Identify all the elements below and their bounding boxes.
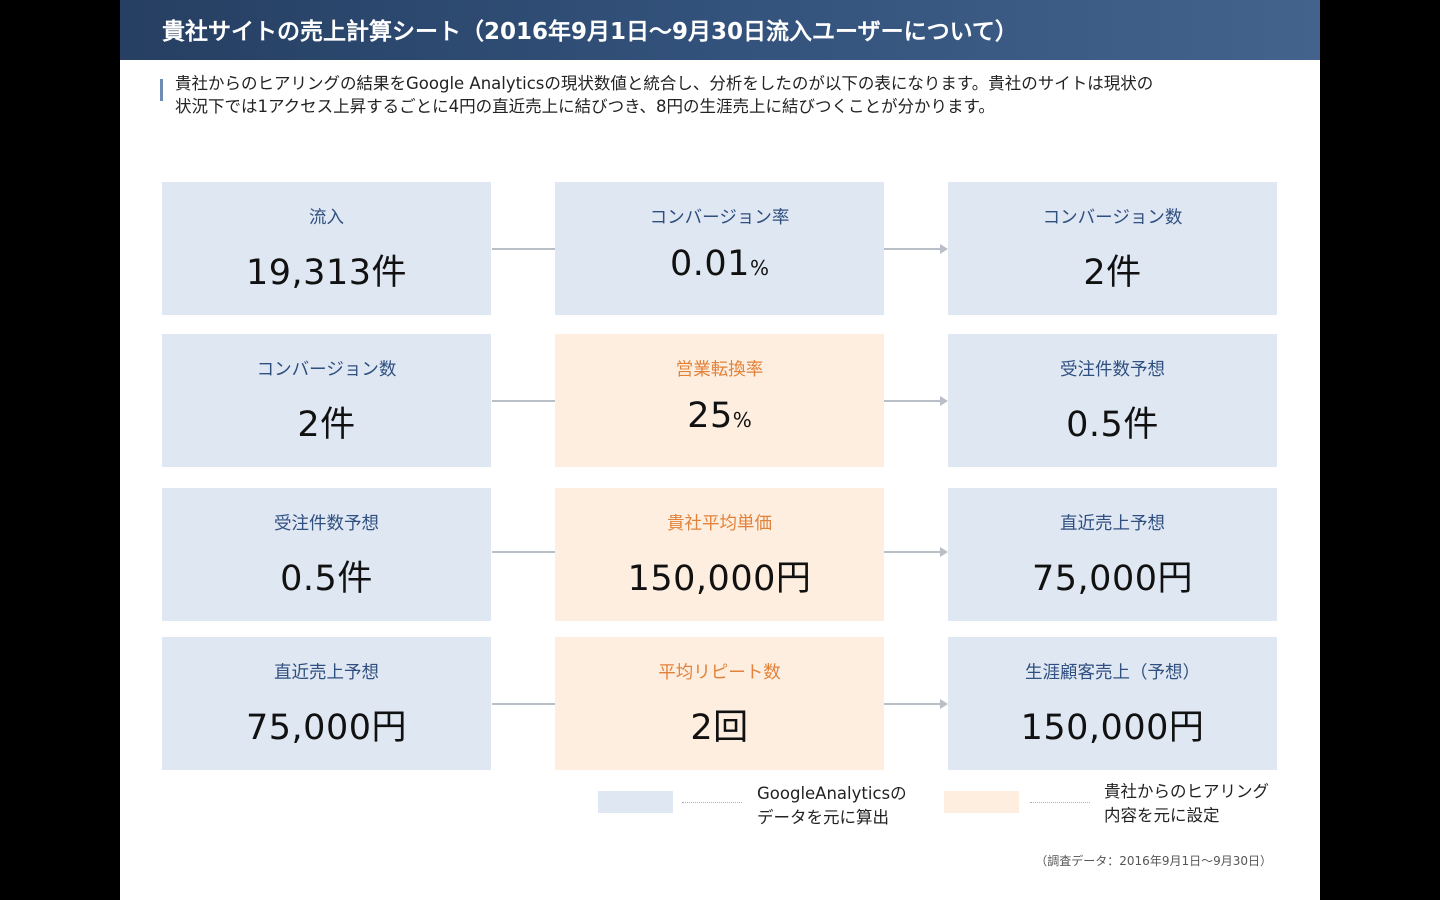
card-order-forecast: 受注件数予想 0.5件 — [162, 488, 491, 621]
connector-line — [884, 400, 940, 402]
card-inflow: 流入 19,313件 — [162, 182, 491, 315]
card-label: 受注件数予想 — [1060, 360, 1165, 380]
card-value: 0.5件 — [280, 559, 373, 599]
card-near-term-sales: 直近売上予想 75,000円 — [162, 637, 491, 770]
card-value: 75,000円 — [246, 708, 407, 748]
card-value: 0.01% — [670, 244, 769, 284]
card-value: 0.5件 — [1066, 405, 1159, 445]
card-label: 生涯顧客売上（予想） — [1025, 663, 1200, 683]
card-conversions: コンバージョン数 2件 — [948, 182, 1277, 315]
card-label: コンバージョン率 — [649, 208, 790, 228]
card-value: 75,000円 — [1032, 559, 1193, 599]
card-value: 2件 — [1083, 253, 1142, 293]
title-bar: 貴社サイトの売上計算シート（2016年9月1日〜9月30日流入ユーザーについて） — [120, 0, 1320, 60]
source-note: （調査データ：2016年9月1日〜9月30日） — [1035, 854, 1272, 868]
legend-swatch-peach — [944, 791, 1019, 813]
card-value: 19,313件 — [246, 253, 407, 293]
card-value: 25% — [687, 396, 752, 436]
card-sales-conversion-rate: 営業転換率 25% — [555, 334, 884, 467]
card-value: 150,000円 — [627, 559, 812, 599]
intro-paragraph: 貴社からのヒアリングの結果をGoogle Analyticsの現状数値と統合し、… — [175, 72, 1285, 118]
card-value: 2回 — [690, 708, 749, 748]
connector-line — [884, 248, 940, 250]
card-label: 流入 — [309, 208, 344, 228]
card-label: 平均リピート数 — [658, 663, 781, 683]
connector-line — [884, 703, 940, 705]
card-label: 直近売上予想 — [1060, 514, 1165, 534]
card-average-repeat: 平均リピート数 2回 — [555, 637, 884, 770]
legend-dotted-line — [682, 802, 742, 803]
card-order-forecast: 受注件数予想 0.5件 — [948, 334, 1277, 467]
card-label: 直近売上予想 — [274, 663, 379, 683]
card-value: 150,000円 — [1020, 708, 1205, 748]
legend-dotted-line — [1030, 802, 1090, 803]
connector-line — [492, 551, 555, 553]
card-conversion-rate: コンバージョン率 0.01% — [555, 182, 884, 315]
slide: 貴社サイトの売上計算シート（2016年9月1日〜9月30日流入ユーザーについて）… — [120, 0, 1320, 900]
intro-line-2: 状況下では1アクセス上昇するごとに4円の直近売上に結びつき、8円の生涯売上に結び… — [175, 97, 995, 116]
card-average-unit-price: 貴社平均単価 150,000円 — [555, 488, 884, 621]
legend-swatch-blue — [598, 791, 673, 813]
connector-line — [492, 248, 555, 250]
intro-line-1: 貴社からのヒアリングの結果をGoogle Analyticsの現状数値と統合し、… — [175, 74, 1154, 93]
card-conversions: コンバージョン数 2件 — [162, 334, 491, 467]
arrow-right-icon — [940, 547, 948, 557]
card-lifetime-sales: 生涯顧客売上（予想） 150,000円 — [948, 637, 1277, 770]
card-label: コンバージョン数 — [1042, 208, 1183, 228]
intro-accent-bar — [160, 79, 163, 101]
card-label: 営業転換率 — [675, 360, 764, 380]
connector-line — [492, 400, 555, 402]
page-title: 貴社サイトの売上計算シート（2016年9月1日〜9月30日流入ユーザーについて） — [162, 19, 1018, 45]
arrow-right-icon — [940, 699, 948, 709]
card-label: 受注件数予想 — [274, 514, 379, 534]
card-near-term-sales: 直近売上予想 75,000円 — [948, 488, 1277, 621]
connector-line — [492, 703, 555, 705]
legend-hearing-text: 貴社からのヒアリング 内容を元に設定 — [1104, 782, 1269, 825]
card-value: 2件 — [297, 405, 356, 445]
card-label: 貴社平均単価 — [667, 514, 772, 534]
connector-line — [884, 551, 940, 553]
arrow-right-icon — [940, 396, 948, 406]
card-label: コンバージョン数 — [256, 360, 397, 380]
arrow-right-icon — [940, 244, 948, 254]
legend-ga-text: GoogleAnalyticsの データを元に算出 — [757, 784, 907, 827]
